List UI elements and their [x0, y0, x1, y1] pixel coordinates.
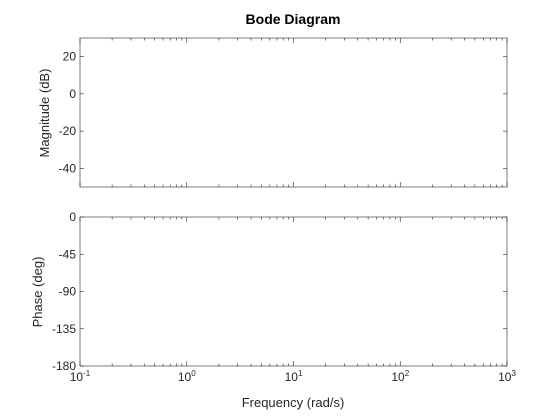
magnitude-y-tick-label: 0 — [69, 87, 76, 101]
magnitude-y-tick-label: -20 — [59, 124, 77, 138]
x-tick-label: 10-1 — [70, 369, 91, 384]
magnitude-y-axis-label: Magnitude (dB) — [37, 69, 52, 158]
x-tick-label: 102 — [391, 369, 409, 384]
x-tick-label: 103 — [498, 369, 516, 384]
phase-y-tick-label: -180 — [52, 359, 76, 373]
magnitude-y-tick-label: -40 — [59, 161, 77, 175]
magnitude-y-tick-label: 20 — [63, 50, 77, 64]
phase-y-tick-label: 0 — [69, 210, 76, 224]
magnitude-axes: 20 0 -20 -40 — [59, 37, 508, 188]
phase-y-axis-label: Phase (deg) — [30, 257, 45, 328]
phase-y-tick-label: -135 — [52, 322, 76, 336]
phase-y-tick-label: -45 — [59, 247, 77, 261]
phase-plot-area — [79, 216, 508, 367]
chart-title: Bode Diagram — [246, 11, 341, 27]
x-tick-label: 100 — [178, 369, 196, 384]
x-tick-label: 101 — [285, 369, 303, 384]
phase-y-tick-label: -90 — [59, 285, 77, 299]
x-axis-label: Frequency (rad/s) — [242, 395, 345, 410]
magnitude-plot-area — [79, 37, 508, 188]
